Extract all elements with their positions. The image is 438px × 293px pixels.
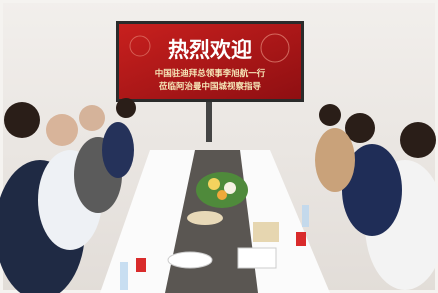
person-head [400, 122, 436, 158]
screen-line: 莅临阿治曼中国城视察指导 [158, 81, 262, 92]
photo: 热烈欢迎 中国驻迪拜总领事李旭航一行 莅临阿治曼中国城视察指导 [0, 0, 438, 293]
flag [136, 258, 146, 272]
flag [296, 232, 306, 246]
person [315, 128, 355, 192]
box [253, 222, 279, 242]
person-head [116, 98, 136, 118]
plate [238, 248, 276, 268]
person-head [46, 114, 78, 146]
person [102, 122, 134, 178]
flower [208, 178, 220, 190]
person-head [79, 105, 105, 131]
screen-title: 热烈欢迎 [168, 38, 252, 62]
person-head [4, 102, 40, 138]
flower [217, 190, 227, 200]
person-head [319, 104, 341, 126]
screen-stand [206, 102, 212, 142]
plate [168, 252, 212, 268]
fruit-plate [187, 211, 223, 225]
bottle [302, 205, 309, 227]
screen-line: 中国驻迪拜总领事李旭航一行 [155, 68, 266, 79]
bottle [120, 262, 128, 290]
